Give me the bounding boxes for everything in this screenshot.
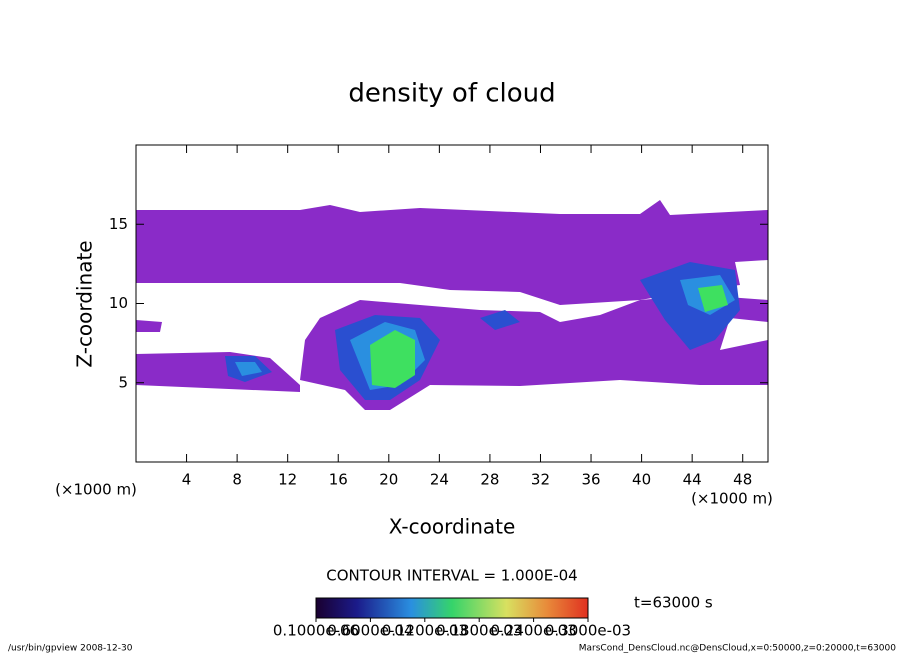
x-tick-label: 44 bbox=[683, 471, 702, 489]
x-unit: (×1000 m) bbox=[691, 490, 773, 508]
x-tick-label: 16 bbox=[329, 471, 348, 489]
x-tick-label: 20 bbox=[379, 471, 398, 489]
x-tick-label: 32 bbox=[531, 471, 550, 489]
x-axis-label: X-coordinate bbox=[389, 515, 516, 539]
y-tick-label: 15 bbox=[109, 215, 128, 233]
x-tick-label: 24 bbox=[430, 471, 449, 489]
colorbar-tick-label: 0.2400e-03 bbox=[490, 622, 576, 640]
colorbar bbox=[315, 597, 589, 619]
x-tick-label: 12 bbox=[278, 471, 297, 489]
x-tick-label: 8 bbox=[232, 471, 242, 489]
x-tick-label: 36 bbox=[581, 471, 600, 489]
y-axis-label: Z-coordinate bbox=[73, 240, 97, 367]
colorbar-tick-label: 0.1800e-03 bbox=[436, 622, 522, 640]
x-tick-label: 28 bbox=[480, 471, 499, 489]
colorbar-tick-label: 0.6000e-04 bbox=[327, 622, 413, 640]
colorbar-tick-label: 0.3000e-03 bbox=[545, 622, 631, 640]
y-unit: (×1000 m) bbox=[55, 481, 137, 499]
colorbar-tick-label: 0.1000e-06 bbox=[273, 622, 359, 640]
chart-title: density of cloud bbox=[348, 79, 555, 109]
x-tick-label: 4 bbox=[182, 471, 192, 489]
x-tick-label: 48 bbox=[733, 471, 752, 489]
footer-right: MarsCond_DensCloud.nc@DensCloud,x=0:5000… bbox=[579, 644, 896, 654]
contour-interval: CONTOUR INTERVAL = 1.000E-04 bbox=[326, 567, 577, 585]
contour-fill bbox=[136, 200, 768, 410]
colorbar-tick-label: 0.1200e-03 bbox=[382, 622, 468, 640]
y-tick-label: 10 bbox=[109, 294, 128, 312]
time-label: t=63000 s bbox=[634, 594, 713, 612]
y-tick-label: 5 bbox=[118, 373, 128, 391]
x-tick-label: 40 bbox=[632, 471, 651, 489]
footer-left: /usr/bin/gpview 2008-12-30 bbox=[8, 644, 133, 654]
